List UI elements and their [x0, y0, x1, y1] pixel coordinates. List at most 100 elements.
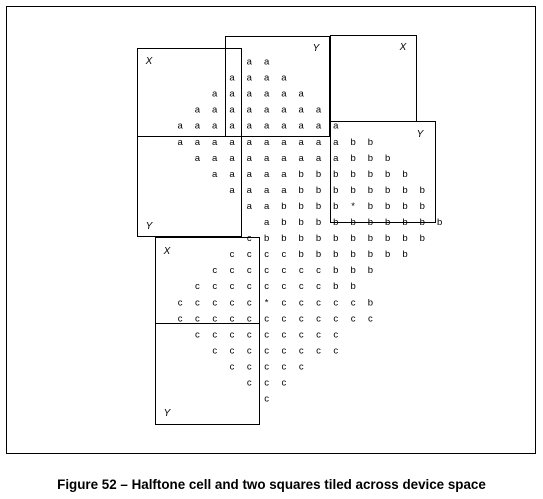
halftone-cell-c: c — [282, 265, 287, 276]
halftone-cell-c: c — [195, 297, 200, 308]
halftone-cell-b: b — [368, 169, 373, 180]
halftone-cell-c: c — [230, 297, 235, 308]
halftone-cell-c: c — [316, 297, 321, 308]
halftone-cell-c: c — [282, 249, 287, 260]
halftone-cell-c: c — [230, 345, 235, 356]
halftone-cell-a: a — [264, 169, 270, 180]
corner-label-x: X — [399, 42, 407, 53]
halftone-cell-b: b — [333, 201, 338, 212]
halftone-cell-b: b — [368, 153, 373, 164]
halftone-cell-c: c — [247, 313, 252, 324]
halftone-cell-c: c — [299, 265, 304, 276]
halftone-cell-a: a — [247, 89, 253, 100]
halftone-cell-b: b — [368, 297, 373, 308]
halftone-cell-b: b — [402, 233, 407, 244]
halftone-cell-c: c — [351, 313, 356, 324]
halftone-cell-c: c — [212, 265, 217, 276]
halftone-cell-c: c — [351, 297, 356, 308]
halftone-cell-b: b — [299, 185, 304, 196]
halftone-cell-c: c — [212, 281, 217, 292]
halftone-cell-a: a — [212, 137, 218, 148]
halftone-cell-c: c — [333, 329, 338, 340]
halftone-cell-a: a — [247, 185, 253, 196]
halftone-cell-c: c — [282, 345, 287, 356]
halftone-cell-b: b — [350, 137, 355, 148]
halftone-cell-c: c — [195, 329, 200, 340]
halftone-cell-a: a — [229, 105, 235, 116]
halftone-cell-c: c — [178, 297, 183, 308]
halftone-cell-c: c — [230, 329, 235, 340]
tile-square-6 — [155, 237, 260, 324]
halftone-cell-b: b — [333, 217, 338, 228]
halftone-cell-c: c — [299, 297, 304, 308]
halftone-cell-c: c — [230, 313, 235, 324]
halftone-cell-a: a — [264, 217, 270, 228]
halftone-cell-a: a — [281, 73, 287, 84]
halftone-cell-b: b — [402, 249, 407, 260]
tile-square-5 — [330, 121, 436, 223]
halftone-cell-a: a — [264, 137, 270, 148]
halftone-cell-a: a — [264, 89, 270, 100]
halftone-cell-b: b — [350, 233, 355, 244]
halftone-cell-a: a — [316, 153, 322, 164]
halftone-cell-a: a — [264, 185, 270, 196]
halftone-cell-a: a — [333, 121, 339, 132]
halftone-cell-a: a — [333, 153, 339, 164]
halftone-cell-c: c — [316, 281, 321, 292]
corner-label-y: Y — [313, 43, 321, 54]
halftone-cell-b: b — [385, 185, 390, 196]
halftone-cell-b: b — [350, 153, 355, 164]
halftone-cell-a: a — [247, 153, 253, 164]
halftone-cell-b: b — [281, 201, 286, 212]
halftone-cell-a: a — [299, 105, 305, 116]
halftone-cell-c: c — [230, 265, 235, 276]
halftone-cell-c: c — [299, 361, 304, 372]
halftone-cell-b: b — [385, 201, 390, 212]
halftone-cell-c: c — [247, 329, 252, 340]
halftone-cell-c: c — [264, 313, 269, 324]
halftone-cell-c: c — [247, 361, 252, 372]
halftone-cell-c: c — [247, 378, 252, 389]
halftone-cell-a: a — [299, 137, 305, 148]
halftone-cell-a: a — [281, 153, 287, 164]
halftone-cell-c: c — [247, 281, 252, 292]
halftone-cell-a: a — [247, 121, 253, 132]
halftone-cell-b: b — [368, 249, 373, 260]
halftone-cell-b: b — [385, 233, 390, 244]
halftone-cell-c: c — [247, 249, 252, 260]
halftone-cell-b: b — [350, 265, 355, 276]
halftone-cell-c: c — [282, 378, 287, 389]
halftone-cell-a: a — [195, 105, 201, 116]
halftone-cell-c: c — [264, 265, 269, 276]
halftone-cell-b: b — [368, 265, 373, 276]
halftone-cell-a: a — [212, 153, 218, 164]
halftone-cell-b: b — [350, 217, 355, 228]
halftone-cell-b: b — [333, 169, 338, 180]
halftone-cell-b: b — [350, 169, 355, 180]
halftone-cell-a: a — [281, 169, 287, 180]
tile-square-7 — [155, 323, 260, 425]
halftone-cell-a: a — [247, 201, 253, 212]
halftone-cell-c: c — [212, 345, 217, 356]
halftone-cell-a: a — [264, 201, 270, 212]
halftone-cell-b: b — [299, 169, 304, 180]
halftone-cell-a: a — [177, 137, 183, 148]
halftone-cell-b: b — [420, 185, 425, 196]
halftone-cell-b: b — [299, 201, 304, 212]
halftone-cell-b: b — [316, 233, 321, 244]
halftone-cell-b: b — [420, 233, 425, 244]
halftone-cell-a: a — [229, 73, 235, 84]
halftone-cell-c: c — [247, 297, 252, 308]
corner-label-y: Y — [164, 408, 172, 419]
corner-label-y: Y — [417, 129, 425, 140]
halftone-cell-b: b — [316, 201, 321, 212]
halftone-cell-c: c — [299, 313, 304, 324]
halftone-cell-a: a — [264, 73, 270, 84]
halftone-cell-b: b — [333, 233, 338, 244]
halftone-cell-b: b — [299, 217, 304, 228]
halftone-cell-b: b — [350, 249, 355, 260]
halftone-cell-c: c — [316, 313, 321, 324]
halftone-cell-c: c — [230, 249, 235, 260]
halftone-cell-c: c — [282, 313, 287, 324]
halftone-cell-c: c — [282, 329, 287, 340]
